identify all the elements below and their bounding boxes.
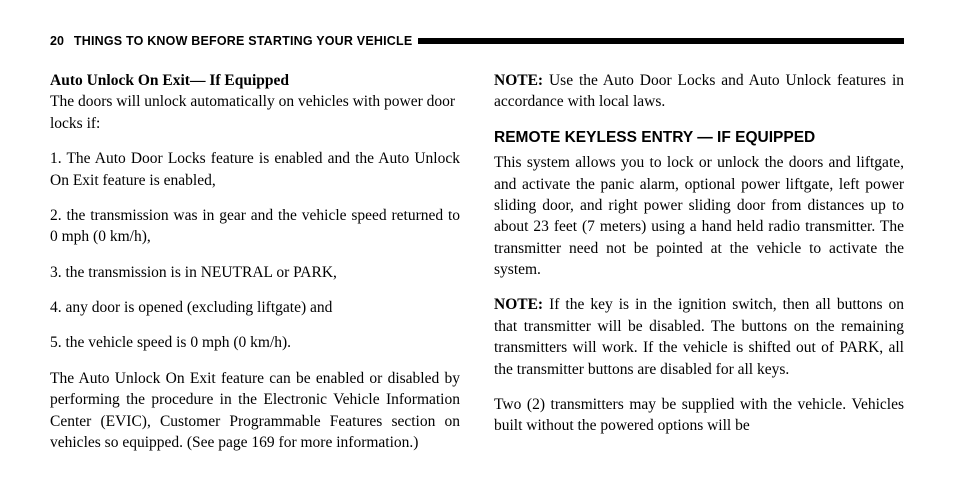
note-1-body: Use the Auto Door Locks and Auto Unlock …: [494, 72, 904, 110]
auto-unlock-intro: The doors will unlock automatically on v…: [50, 93, 455, 131]
list-item-1: 1. The Auto Door Locks feature is enable…: [50, 148, 460, 191]
auto-unlock-block: Auto Unlock On Exit— If Equipped The doo…: [50, 70, 460, 134]
remote-keyless-heading: REMOTE KEYLESS ENTRY — IF EQUIPPED: [494, 127, 904, 148]
header-rule: [418, 38, 904, 44]
right-column: NOTE: Use the Auto Door Locks and Auto U…: [494, 70, 904, 467]
page-header: 20 THINGS TO KNOW BEFORE STARTING YOUR V…: [50, 34, 904, 48]
auto-unlock-footer: The Auto Unlock On Exit feature can be e…: [50, 368, 460, 454]
list-item-5: 5. the vehicle speed is 0 mph (0 km/h).: [50, 332, 460, 353]
section-title: THINGS TO KNOW BEFORE STARTING YOUR VEHI…: [74, 34, 412, 48]
remote-keyless-body-2: Two (2) transmitters may be supplied wit…: [494, 394, 904, 437]
auto-unlock-heading: Auto Unlock On Exit— If Equipped: [50, 72, 289, 89]
note-1: NOTE: Use the Auto Door Locks and Auto U…: [494, 70, 904, 113]
page-number: 20: [50, 34, 64, 48]
list-item-2: 2. the transmission was in gear and the …: [50, 205, 460, 248]
note-2: NOTE: If the key is in the ignition swit…: [494, 294, 904, 380]
note-2-body: If the key is in the ignition switch, th…: [494, 296, 904, 377]
remote-keyless-body-1: This system allows you to lock or unlock…: [494, 152, 904, 280]
note-1-label: NOTE:: [494, 72, 543, 89]
note-2-label: NOTE:: [494, 296, 543, 313]
left-column: Auto Unlock On Exit— If Equipped The doo…: [50, 70, 460, 467]
list-item-3: 3. the transmission is in NEUTRAL or PAR…: [50, 262, 460, 283]
content-columns: Auto Unlock On Exit— If Equipped The doo…: [50, 70, 904, 467]
list-item-4: 4. any door is opened (excluding liftgat…: [50, 297, 460, 318]
